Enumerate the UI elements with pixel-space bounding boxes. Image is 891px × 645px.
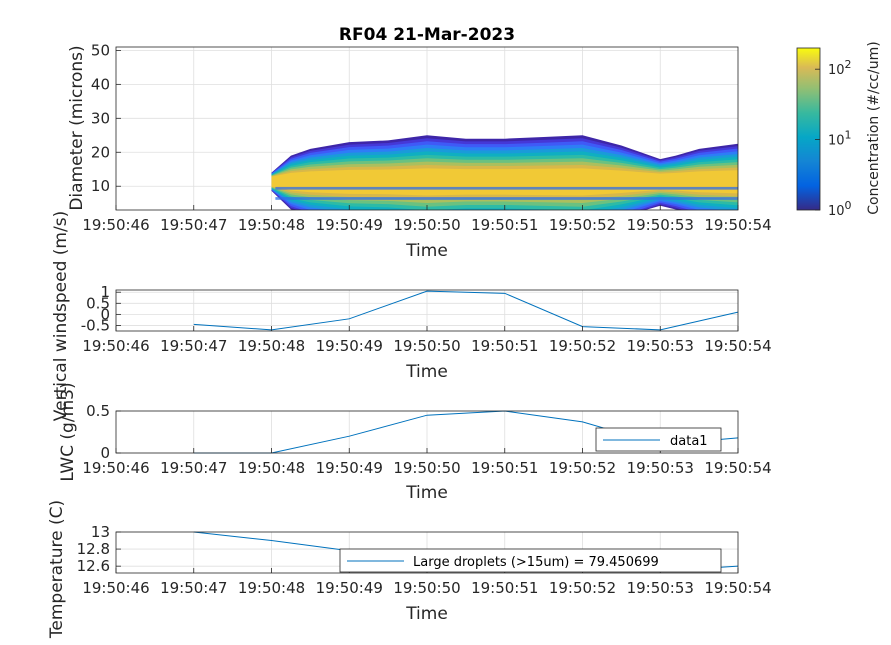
colorbar-tick-label: 102 — [828, 58, 852, 78]
lwc-xtick-label: 19:50:50 — [393, 459, 460, 477]
lwc-xtick-label: 19:50:53 — [627, 459, 694, 477]
windspeed-grid — [116, 290, 738, 331]
heatmap-contour-band — [275, 186, 738, 190]
vertical-windspeed-xtick-label: 19:50:52 — [549, 337, 616, 355]
temperature-panel: 12.612.813 19:50:46 19:50:47 19:50:48 19:50… — [47, 500, 772, 639]
vertical-windspeed-ytick-label: -0.5 — [81, 316, 110, 334]
vertical-windspeed-xtick-label: 19:50:47 — [160, 337, 227, 355]
vertical-windspeed-xtick-label: 19:50:50 — [393, 337, 460, 355]
heatmap-ytick-label: 40 — [91, 75, 110, 93]
heatmap-x-ticks: 19:50:46 19:50:47 19:50:48 19:50:49 19:50:50… — [82, 205, 772, 234]
colorbar-gradient — [796, 47, 821, 211]
vertical-windspeed-ytick-label: 1 — [100, 283, 110, 301]
lwc-xtick-label: 19:50:49 — [316, 459, 383, 477]
temperature-x-label: Time — [405, 604, 448, 624]
chart-title: RF04 21-Mar-2023 — [339, 25, 515, 45]
windspeed-x-label: Time — [405, 362, 448, 382]
lwc-xtick-label: 19:50:47 — [160, 459, 227, 477]
windspeed-series-line — [193, 290, 739, 331]
temperature-y-ticks: 12.612.813 — [77, 523, 121, 575]
windspeed-y-ticks: -0.500.51 — [81, 283, 121, 334]
temperature-xtick-label: 19:50:46 — [82, 579, 149, 597]
heatmap-y-label: Diameter (microns) — [67, 45, 87, 210]
heatmap-ytick-label: 30 — [91, 109, 110, 127]
vertical-windspeed-xtick-label: 19:50:53 — [627, 337, 694, 355]
colorbar-tick-label: 101 — [828, 129, 852, 149]
temperature-xtick-label: 19:50:47 — [160, 579, 227, 597]
lwc-xtick-label: 19:50:52 — [549, 459, 616, 477]
vertical-windspeed-xtick-label: 19:50:51 — [471, 337, 538, 355]
heatmap-xtick-label: 19:50:47 — [160, 216, 227, 234]
temperature-ytick-label: 12.6 — [77, 557, 110, 575]
temperature-xtick-label: 19:50:54 — [704, 579, 771, 597]
colorbar: 100 101 102 Concentration (#/cc/um) — [796, 41, 882, 219]
heatmap-ytick-label: 50 — [91, 41, 110, 59]
temperature-xtick-label: 19:50:52 — [549, 579, 616, 597]
lwc-x-label: Time — [405, 483, 448, 503]
lwc-y-label: LWC (g/m3) — [58, 382, 78, 481]
vertical-windspeed-xtick-label: 19:50:49 — [316, 337, 383, 355]
temperature-xtick-label: 19:50:49 — [316, 579, 383, 597]
heatmap-xtick-label: 19:50:48 — [238, 216, 305, 234]
heatmap-ytick-label: 10 — [91, 177, 110, 195]
heatmap-contours — [271, 135, 738, 210]
temperature-xtick-label: 19:50:48 — [238, 579, 305, 597]
lwc-y-ticks: 00.5 — [86, 402, 121, 462]
colorbar-label: Concentration (#/cc/um) — [866, 41, 882, 214]
temperature-legend-box — [339, 548, 722, 573]
lwc-ytick-label: 0.5 — [86, 402, 110, 420]
heatmap-xtick-label: 19:50:52 — [549, 216, 616, 234]
heatmap-xtick-label: 19:50:50 — [393, 216, 460, 234]
temperature-legend[interactable]: Large droplets (>15um) = 79.450699 — [339, 548, 722, 573]
vertical-windspeed-xtick-label: 19:50:48 — [238, 337, 305, 355]
vertical-windspeed-xtick-label: 19:50:54 — [704, 337, 771, 355]
heatmap-xtick-label: 19:50:49 — [316, 216, 383, 234]
lwc-xtick-label: 19:50:46 — [82, 459, 149, 477]
heatmap-xtick-label: 19:50:46 — [82, 216, 149, 234]
heatmap-contour-band — [275, 197, 738, 200]
vertical-windspeed-panel: -0.500.51 19:50:46 19:50:47 19:50:48 19:50:… — [51, 211, 772, 421]
lwc-panel: 00.5 19:50:46 19:50:47 19:50:48 19:50:49 19:… — [58, 382, 772, 503]
windspeed-x-ticks: 19:50:46 19:50:47 19:50:48 19:50:49 19:50:50… — [82, 326, 772, 355]
heatmap-ytick-label: 20 — [91, 143, 110, 161]
temperature-ytick-label: 13 — [91, 523, 110, 541]
temperature-xtick-label: 19:50:53 — [627, 579, 694, 597]
heatmap-xtick-label: 19:50:53 — [627, 216, 694, 234]
vertical-windspeed-xtick-label: 19:50:46 — [82, 337, 149, 355]
heatmap-grid — [116, 47, 738, 210]
heatmap-x-label: Time — [405, 241, 448, 261]
windspeed-y-label: Vertical windspeed (m/s) — [51, 211, 71, 421]
temperature-legend-label: Large droplets (>15um) = 79.450699 — [413, 555, 659, 570]
lwc-legend[interactable]: data1 — [595, 427, 722, 452]
heatmap-xtick-label: 19:50:54 — [704, 216, 771, 234]
temperature-xtick-label: 19:50:50 — [393, 579, 460, 597]
temperature-ytick-label: 12.8 — [77, 540, 110, 558]
vertical-windspeed-ytick-label: 0 — [100, 305, 110, 323]
lwc-xtick-label: 19:50:51 — [471, 459, 538, 477]
lwc-xtick-label: 19:50:48 — [238, 459, 305, 477]
lwc-ytick-label: 0 — [100, 444, 110, 462]
heatmap-xtick-label: 19:50:51 — [471, 216, 538, 234]
colorbar-tick-label: 100 — [828, 199, 852, 219]
vertical-windspeed-ytick-label: 0.5 — [86, 294, 110, 312]
lwc-x-ticks: 19:50:46 19:50:47 19:50:48 19:50:49 19:50:50… — [82, 448, 772, 477]
temperature-y-label: Temperature (C) — [47, 500, 67, 639]
colorbar-ticks: 100 101 102 — [815, 58, 852, 219]
lwc-xtick-label: 19:50:54 — [704, 459, 771, 477]
lwc-legend-label: data1 — [670, 434, 708, 449]
temperature-x-ticks: 19:50:46 19:50:47 19:50:48 19:50:49 19:50:50… — [82, 568, 772, 597]
heatmap-y-ticks: 10 20 30 40 50 — [91, 41, 121, 195]
temperature-xtick-label: 19:50:51 — [471, 579, 538, 597]
